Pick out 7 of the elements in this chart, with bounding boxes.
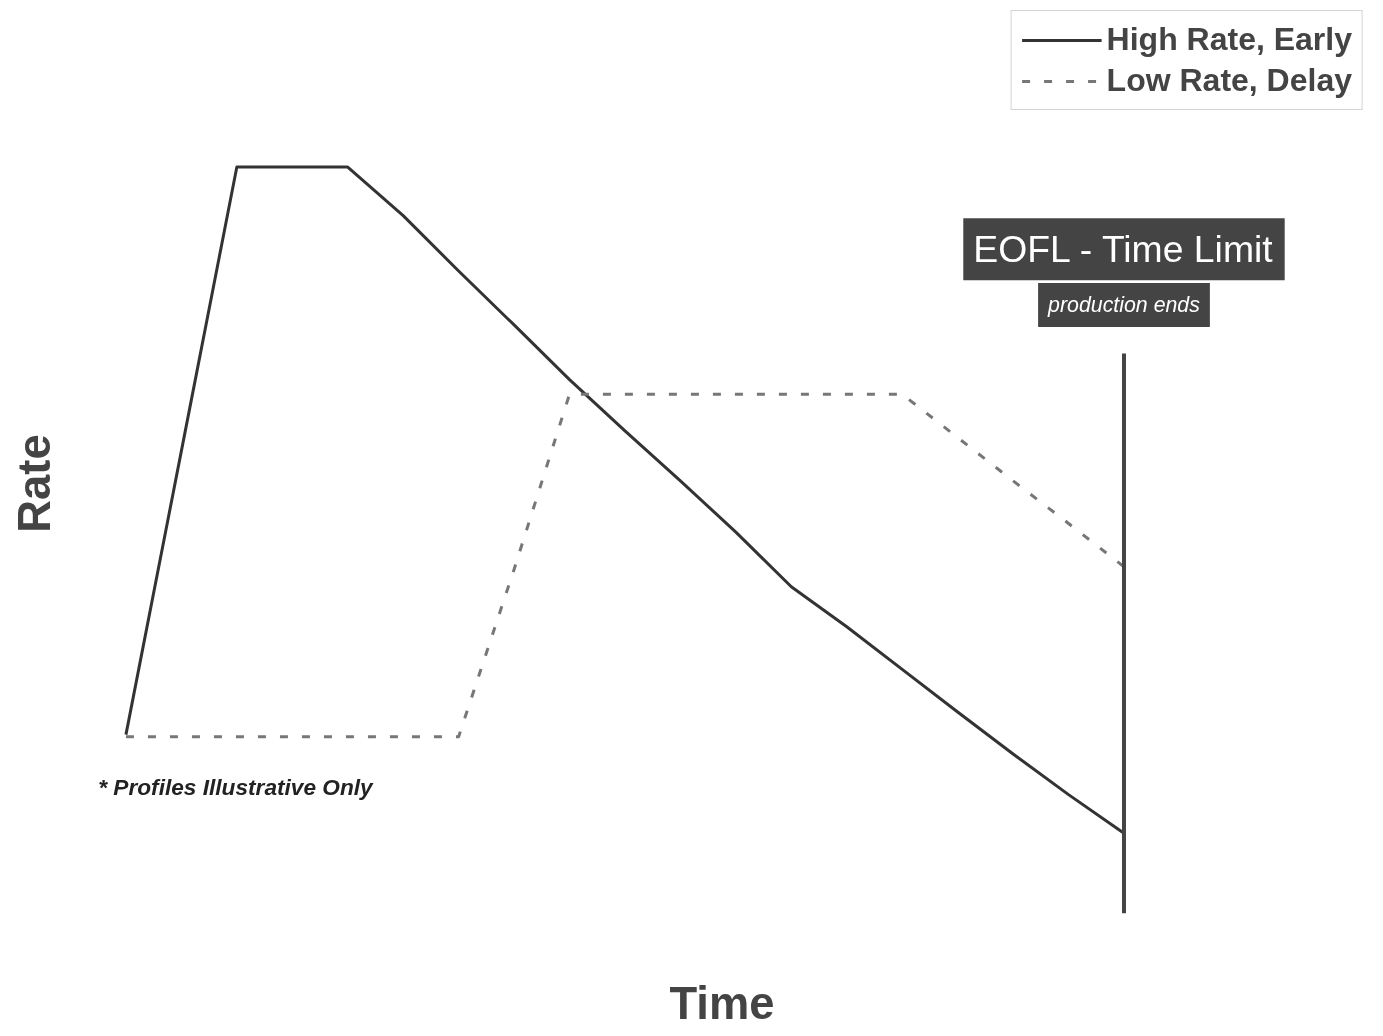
annotation: * Profiles Illustrative Only [98,773,375,800]
x-axis-title: Time [669,977,775,1029]
y-axis-title: Rate [8,434,60,533]
annotation: EOFL - Time Limit [973,228,1274,271]
legend-label: High Rate, Early [1106,21,1352,58]
legend-label: Low Rate, Delay [1106,62,1352,99]
annotation: production ends [1047,292,1201,317]
